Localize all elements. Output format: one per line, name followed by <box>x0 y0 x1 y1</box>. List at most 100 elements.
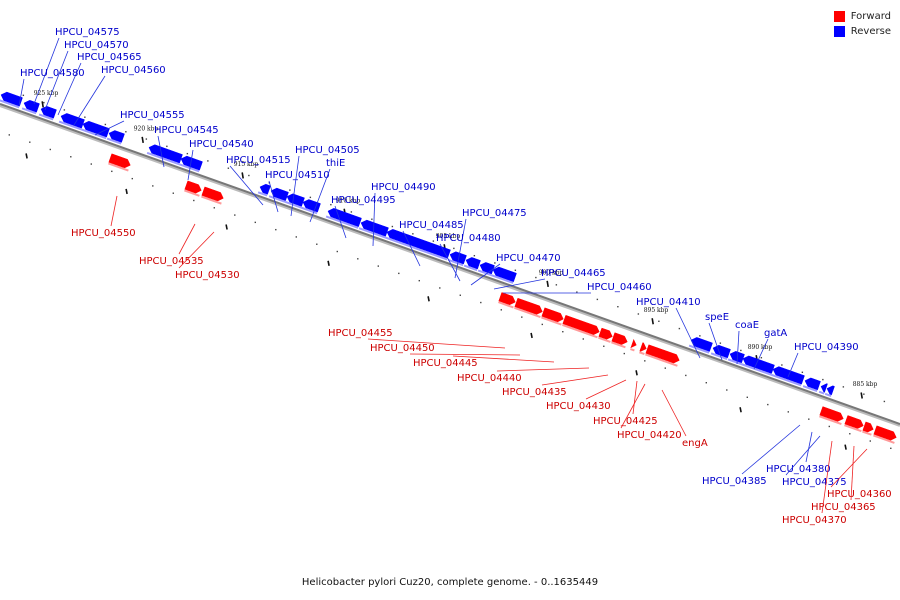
leader-line <box>632 380 638 415</box>
gene-label-hpcu_04560: HPCU_04560 <box>101 65 166 76</box>
track-dot-lower <box>213 207 215 209</box>
track-dot-upper <box>617 306 619 308</box>
gene-shadow <box>862 430 872 436</box>
track-dot-lower <box>131 177 133 180</box>
reverse-swatch <box>833 26 845 37</box>
track-dot-upper <box>350 211 353 213</box>
track-dot-lower <box>480 301 482 304</box>
track-dot-upper <box>658 320 660 322</box>
track-dot-upper <box>801 371 804 374</box>
gene-label-hpcu_04465: HPCU_04465 <box>541 268 606 279</box>
leader-line <box>708 322 723 361</box>
track-dot-upper <box>535 276 537 279</box>
leader-line <box>496 367 590 372</box>
track-dot-upper <box>740 349 742 352</box>
forward-gene-arrow <box>873 425 897 441</box>
scale-label: 905 kbp <box>436 233 461 240</box>
gene-shadow <box>184 189 200 197</box>
backbone-shadow <box>0 104 900 427</box>
gene-label-hpcu_04375: HPCU_04375 <box>782 477 847 488</box>
legend-forward-label: Forward <box>850 11 891 22</box>
scale-label: 885 kbp <box>853 381 878 388</box>
track-dot-lower <box>808 418 810 420</box>
gene-label-thie: thiE <box>326 158 345 169</box>
leader-line <box>229 165 264 206</box>
gene-label-hpcu_04430: HPCU_04430 <box>546 401 611 412</box>
track-dot-upper <box>84 116 86 118</box>
reverse-gene-arrow <box>449 251 467 265</box>
major-tick <box>41 101 44 108</box>
track-dot-upper <box>309 196 312 199</box>
track-dot-upper <box>781 364 783 366</box>
gene-shadow <box>740 363 772 376</box>
track-dot-lower <box>254 221 256 224</box>
track-dot-upper <box>473 254 476 257</box>
forward-gene-arrow <box>514 297 543 315</box>
gene-shadow <box>325 215 359 229</box>
gene-shadow <box>541 316 562 326</box>
track-dot-lower <box>418 279 420 282</box>
leader-line <box>402 230 421 267</box>
leader-line <box>73 75 106 126</box>
track-dot-upper <box>227 167 230 169</box>
leader-line <box>44 50 69 111</box>
track-dot-lower <box>193 199 195 202</box>
gene-shadow <box>645 353 678 367</box>
major-tick <box>327 260 330 266</box>
track-dot-upper <box>289 189 291 191</box>
track-dot-lower <box>459 294 461 296</box>
track-dot-upper <box>391 225 394 228</box>
gene-label-coae: coaE <box>735 320 759 331</box>
reverse-gene-arrow <box>712 344 731 359</box>
track-dot-upper <box>760 357 763 359</box>
gene-label-hpcu_04390: HPCU_04390 <box>794 342 859 353</box>
gene-label-hpcu_04445: HPCU_04445 <box>413 358 478 369</box>
track-dot-upper <box>678 327 681 330</box>
track-dot-lower <box>295 236 297 238</box>
gene-shadow <box>770 373 802 387</box>
reverse-gene-arrow <box>180 155 203 171</box>
leader-line <box>830 448 868 488</box>
reverse-gene-arrow <box>23 100 40 113</box>
major-tick <box>25 153 28 159</box>
gene-shadow <box>688 344 710 354</box>
gene-shadow <box>611 341 626 349</box>
track-dot-upper <box>412 233 414 235</box>
forward-gene-arrow <box>562 314 600 335</box>
track-dot-lower <box>500 309 502 311</box>
reverse-gene-arrow <box>820 383 828 393</box>
track-dot-upper <box>145 138 148 140</box>
gene-shadow <box>844 424 862 433</box>
track-dot-lower <box>521 316 523 318</box>
reverse-gene-arrow <box>259 183 271 195</box>
major-tick <box>125 188 128 195</box>
gene-label-hpcu_04440: HPCU_04440 <box>457 373 522 384</box>
track-dot-upper <box>453 247 455 250</box>
gene-shadow <box>727 358 742 365</box>
track-dot-lower <box>234 214 236 216</box>
gene-shadow <box>824 392 832 397</box>
track-dot-upper <box>104 123 107 126</box>
scale-label: 920 kbp <box>134 125 159 132</box>
gene-label-hpcu_04565: HPCU_04565 <box>77 52 142 63</box>
forward-gene-arrow <box>819 406 844 422</box>
gene-shadow <box>358 227 386 239</box>
leader-line <box>334 205 347 239</box>
major-tick <box>844 444 847 450</box>
track-dot-lower <box>90 163 92 165</box>
leader-line <box>439 243 461 282</box>
reverse-gene-arrow <box>327 208 362 228</box>
genome-caption: Helicobacter pylori Cuz20, complete geno… <box>301 577 599 588</box>
track-dot-lower <box>439 287 441 289</box>
scale-label: 910 kbp <box>336 197 361 204</box>
leader-line <box>309 168 331 223</box>
leader-line <box>661 389 687 437</box>
gene-label-hpcu_04460: HPCU_04460 <box>587 282 652 293</box>
gene-label-hpcu_04505: HPCU_04505 <box>295 145 360 156</box>
gene-shadow <box>802 385 818 392</box>
track-dot-upper <box>883 400 886 403</box>
leader-line <box>736 330 740 365</box>
leader-line <box>470 263 501 286</box>
gene-shadow <box>106 137 122 145</box>
